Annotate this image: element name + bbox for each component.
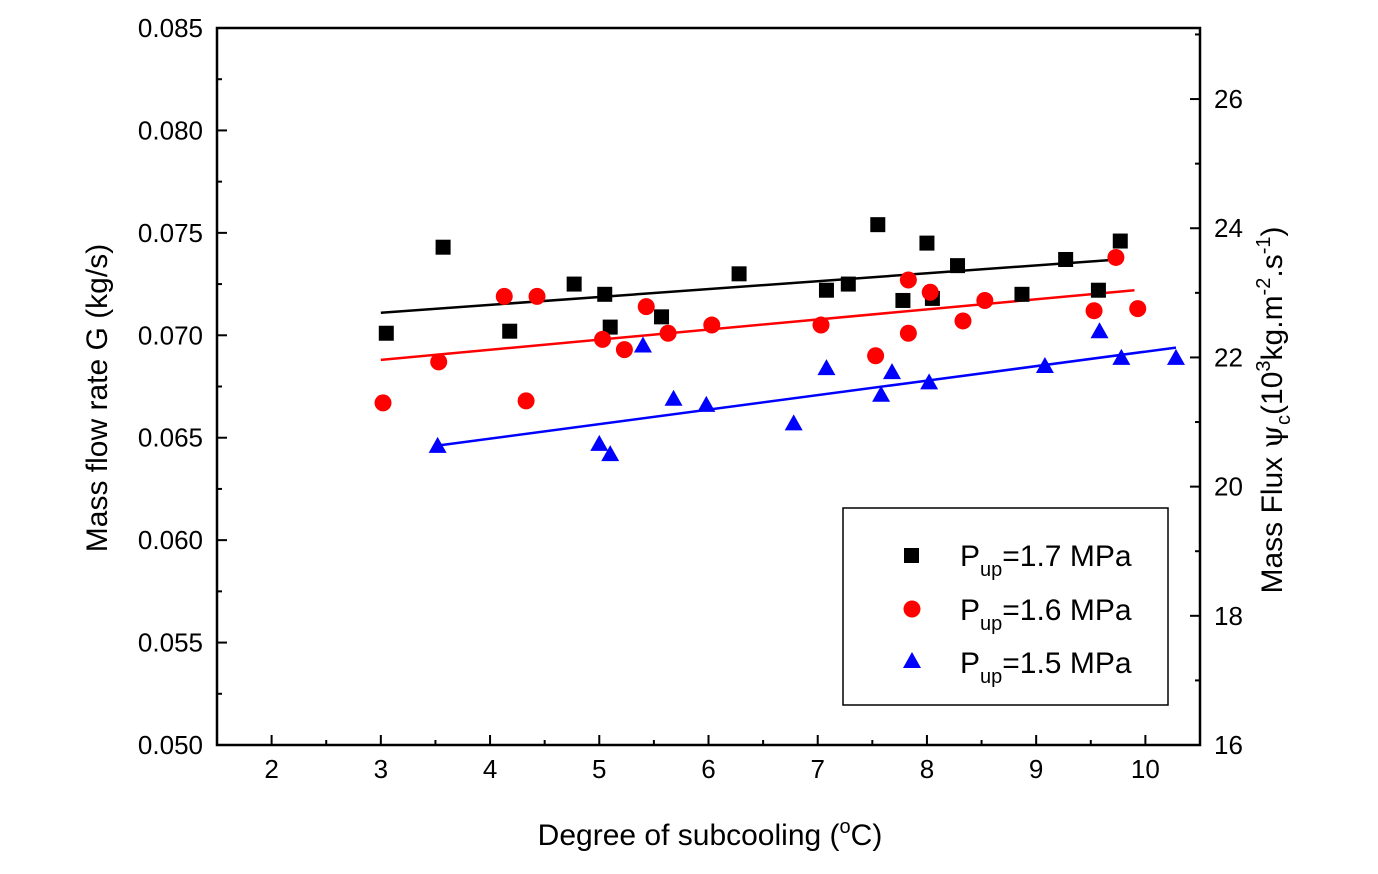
- y-tick-label: 0.065: [138, 423, 203, 453]
- legend-marker-square: [904, 548, 919, 563]
- data-point-circle: [495, 287, 513, 305]
- data-point-circle: [899, 271, 917, 289]
- data-point-square: [435, 239, 451, 255]
- x-tick-label: 8: [920, 754, 934, 784]
- data-point-square: [1058, 251, 1074, 267]
- y-tick-label: 0.055: [138, 628, 203, 658]
- y2-tick-label: 18: [1214, 601, 1243, 631]
- data-point-triangle: [817, 359, 836, 376]
- data-point-square: [502, 323, 518, 339]
- data-point-triangle: [590, 434, 609, 451]
- legend-label-1-6mpa: Pup=1.6 MPa: [960, 594, 1132, 635]
- data-point-circle: [1107, 248, 1125, 266]
- data-point-circle: [615, 341, 633, 359]
- data-point-circle: [1085, 302, 1103, 320]
- y2-tick-label: 26: [1214, 84, 1243, 114]
- data-point-square: [1014, 286, 1030, 302]
- y-tick-label: 0.060: [138, 525, 203, 555]
- data-point-circle: [659, 324, 677, 342]
- data-point-triangle: [697, 395, 716, 412]
- data-point-triangle: [1090, 322, 1109, 339]
- data-point-square: [378, 325, 394, 341]
- x-tick-label: 9: [1029, 754, 1043, 784]
- data-point-circle: [637, 298, 655, 316]
- data-point-triangle: [1166, 348, 1185, 365]
- data-point-circle: [374, 394, 392, 412]
- data-point-square: [818, 282, 834, 298]
- legend-label-1-7mpa: Pup=1.7 MPa: [960, 540, 1132, 581]
- legend: Pup=1.7 MPa Pup=1.6 MPa Pup=1.5 MPa: [842, 507, 1169, 706]
- data-point-square: [1090, 282, 1106, 298]
- data-point-square: [919, 235, 935, 251]
- data-point-square: [602, 319, 618, 335]
- data-point-triangle: [1112, 348, 1131, 365]
- data-point-circle: [703, 316, 721, 334]
- data-point-square: [731, 266, 747, 282]
- data-point-square: [895, 292, 911, 308]
- x-tick-label: 5: [592, 754, 606, 784]
- y-tick-label: 0.085: [138, 13, 203, 43]
- x-axis-ticks: 2 3 4 5 6 7 8 9 10: [216, 735, 1201, 784]
- data-point-triangle: [664, 389, 683, 406]
- x-tick-label: 4: [483, 754, 497, 784]
- data-point-triangle: [1035, 357, 1054, 374]
- data-point-circle: [867, 347, 885, 365]
- y2-tick-label: 20: [1214, 472, 1243, 502]
- data-point-triangle: [633, 336, 652, 353]
- data-point-triangle: [872, 385, 891, 402]
- y-tick-label: 0.050: [138, 730, 203, 760]
- data-point-square: [654, 309, 670, 325]
- data-point-triangle: [882, 363, 901, 380]
- data-point-circle: [594, 330, 612, 348]
- data-point-square: [597, 286, 613, 302]
- data-point-circle: [430, 353, 448, 371]
- legend-marker-triangle: [903, 652, 921, 668]
- data-point-circle: [899, 324, 917, 342]
- data-markers: [374, 217, 1185, 462]
- data-point-square: [950, 258, 966, 274]
- data-point-circle: [517, 392, 535, 410]
- y2-axis-ticks: 16 18 20 22 24 26: [1190, 33, 1243, 760]
- data-point-square: [840, 276, 856, 292]
- legend-label-1-5mpa: Pup=1.5 MPa: [960, 647, 1132, 688]
- y-axis-title: Mass flow rate G (kg/s): [81, 244, 114, 552]
- y-tick-label: 0.070: [138, 320, 203, 350]
- y2-tick-label: 22: [1214, 342, 1243, 372]
- data-point-square: [870, 217, 886, 233]
- data-point-square: [566, 276, 582, 292]
- y2-axis-title: Mass Flux ψc(103kg.m-2.s-1): [1253, 227, 1295, 594]
- data-point-circle: [954, 312, 972, 330]
- y2-tick-label: 16: [1214, 730, 1243, 760]
- y-tick-label: 0.075: [138, 218, 203, 248]
- data-point-circle: [976, 291, 994, 309]
- data-point-triangle: [428, 436, 447, 453]
- x-tick-label: 6: [701, 754, 715, 784]
- fit-line: [380, 288, 1135, 362]
- x-tick-label: 3: [374, 754, 388, 784]
- y-axis-ticks: 0.050 0.055 0.060 0.065 0.070 0.075 0.080 0.085: [138, 13, 227, 760]
- legend-box: [842, 507, 1169, 706]
- y2-tick-label: 24: [1214, 213, 1243, 243]
- data-point-circle: [1129, 300, 1147, 318]
- data-point-square: [1112, 233, 1128, 249]
- x-tick-label: 7: [810, 754, 824, 784]
- data-point-triangle: [601, 445, 620, 462]
- fit-line: [435, 346, 1177, 448]
- data-point-circle: [812, 316, 830, 334]
- legend-marker-circle: [903, 600, 921, 618]
- data-point-circle: [921, 283, 939, 301]
- data-point-triangle: [920, 373, 939, 390]
- x-tick-label: 2: [264, 754, 278, 784]
- data-point-circle: [528, 287, 546, 305]
- data-point-triangle: [784, 414, 803, 431]
- x-axis-title: Degree of subcooling (oC): [538, 816, 883, 852]
- x-tick-label: 10: [1131, 754, 1160, 784]
- y-tick-label: 0.080: [138, 115, 203, 145]
